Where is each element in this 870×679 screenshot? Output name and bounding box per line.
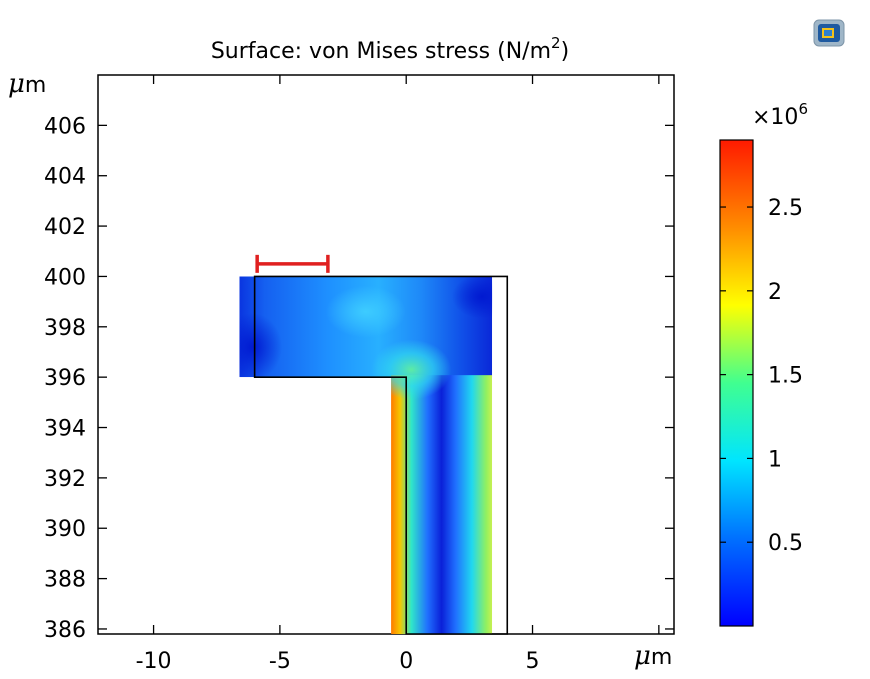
chart-title: Surface: von Mises stress (N/m2) bbox=[211, 34, 569, 64]
y-tick-label: 402 bbox=[44, 215, 86, 240]
y-tick-label: 396 bbox=[44, 366, 86, 391]
y-tick-label: 392 bbox=[44, 467, 86, 492]
colorbar-tick-label: 1 bbox=[768, 447, 782, 472]
colorbar-tick-label: 0.5 bbox=[768, 531, 803, 556]
y-tick-label: 394 bbox=[44, 417, 86, 442]
arm-tip-low-stress bbox=[239, 312, 283, 381]
x-tick-label: 0 bbox=[399, 649, 413, 674]
colorbar-ticks: 0.5 1 1.5 2 2.5 bbox=[720, 196, 803, 556]
x-tick-label: -10 bbox=[136, 649, 172, 674]
plot-frame bbox=[97, 74, 675, 635]
y-tick-label: 406 bbox=[44, 114, 86, 139]
top-right-low-stress bbox=[452, 276, 493, 319]
x-tick-label: 5 bbox=[526, 649, 540, 674]
stress-field bbox=[239, 276, 493, 634]
x-tick-label: -5 bbox=[269, 649, 291, 674]
y-tick-label: 386 bbox=[44, 618, 86, 643]
y-tick-label: 390 bbox=[44, 517, 86, 542]
comsol-3d-view-icon[interactable] bbox=[813, 19, 845, 47]
x-axis-unit-label: μm bbox=[634, 641, 672, 671]
y-tick-label: 404 bbox=[44, 165, 86, 190]
x-axis-ticks: -10 -5 0 5 bbox=[136, 75, 660, 674]
inner-corner-stress bbox=[371, 339, 452, 400]
colorbar-tick-label: 1.5 bbox=[768, 364, 803, 389]
y-axis-unit-label: μm bbox=[8, 69, 46, 99]
y-tick-label: 388 bbox=[44, 568, 86, 593]
colorbar-multiplier: ×106 bbox=[752, 100, 808, 130]
arm-light-stress bbox=[325, 285, 406, 338]
y-tick-label: 398 bbox=[44, 316, 86, 341]
colorbar-tick-label: 2.5 bbox=[768, 196, 803, 221]
red-interval-marker bbox=[255, 254, 330, 273]
leg-stress-fill bbox=[391, 375, 493, 634]
colorbar bbox=[719, 139, 754, 627]
y-axis-ticks: 386 388 390 392 394 396 398 400 402 404 406 bbox=[44, 114, 674, 643]
colorbar-tick-label: 2 bbox=[768, 280, 782, 305]
y-tick-label: 400 bbox=[44, 265, 86, 290]
